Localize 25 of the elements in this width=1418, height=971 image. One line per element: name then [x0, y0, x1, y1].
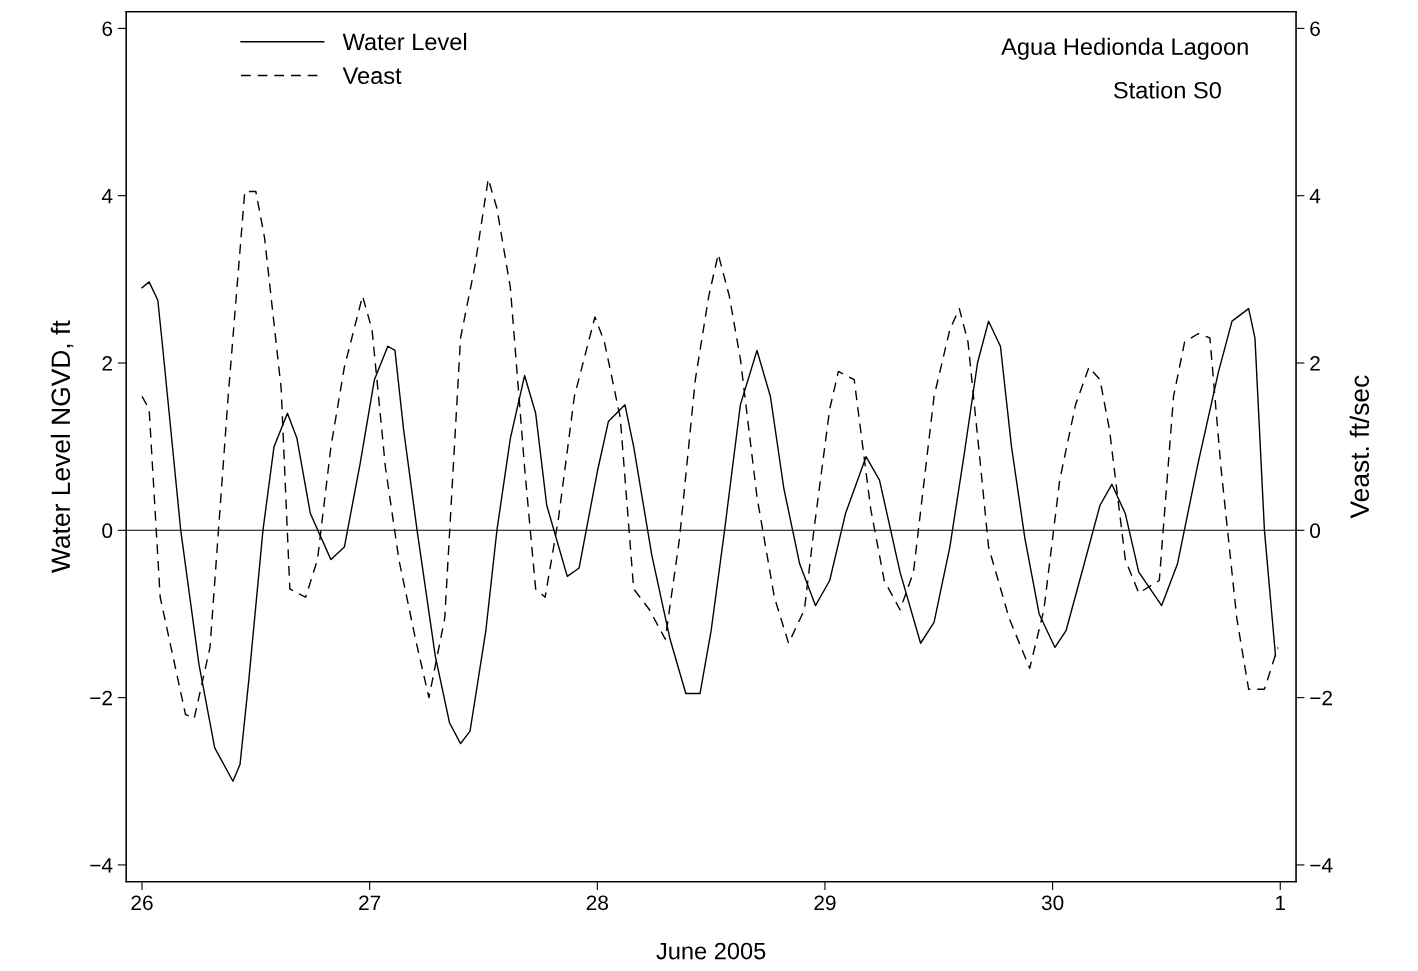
x-tick-label: 30: [1041, 895, 1064, 911]
y-axis-title: Water Level NGVD, ft: [50, 320, 74, 573]
legend-label: Veast: [342, 67, 402, 85]
x-tick-label: 29: [814, 895, 836, 911]
x-tick-label: 1: [1276, 895, 1286, 910]
y2-tick-label: 6: [1310, 21, 1320, 37]
annotation: Agua Hedionda Lagoon: [1001, 37, 1248, 60]
y2-axis-title: Veast. ft/sec: [1349, 375, 1370, 519]
y2-tick-label: 0: [1310, 523, 1321, 539]
y-tick-label: 0: [102, 523, 113, 539]
y2-tick-label: 4: [1309, 188, 1321, 204]
x-axis-title: June 2005: [656, 942, 766, 960]
y2-tick-label: −2: [1310, 690, 1332, 706]
x-tick-label: 27: [359, 895, 381, 910]
legend-label: Water Level: [342, 32, 467, 51]
x-tick-label: 26: [131, 895, 153, 911]
y-tick-label: 6: [102, 21, 113, 37]
x-tick-label: 28: [586, 895, 608, 911]
y-tick-label: −4: [90, 858, 113, 873]
annotation: Station S0: [1113, 81, 1221, 99]
y2-tick-label: 2: [1310, 356, 1320, 371]
y-tick-label: 4: [101, 188, 113, 204]
y2-tick-label: −4: [1310, 858, 1333, 873]
y-tick-label: 2: [102, 356, 112, 371]
y-tick-label: −2: [90, 690, 112, 706]
